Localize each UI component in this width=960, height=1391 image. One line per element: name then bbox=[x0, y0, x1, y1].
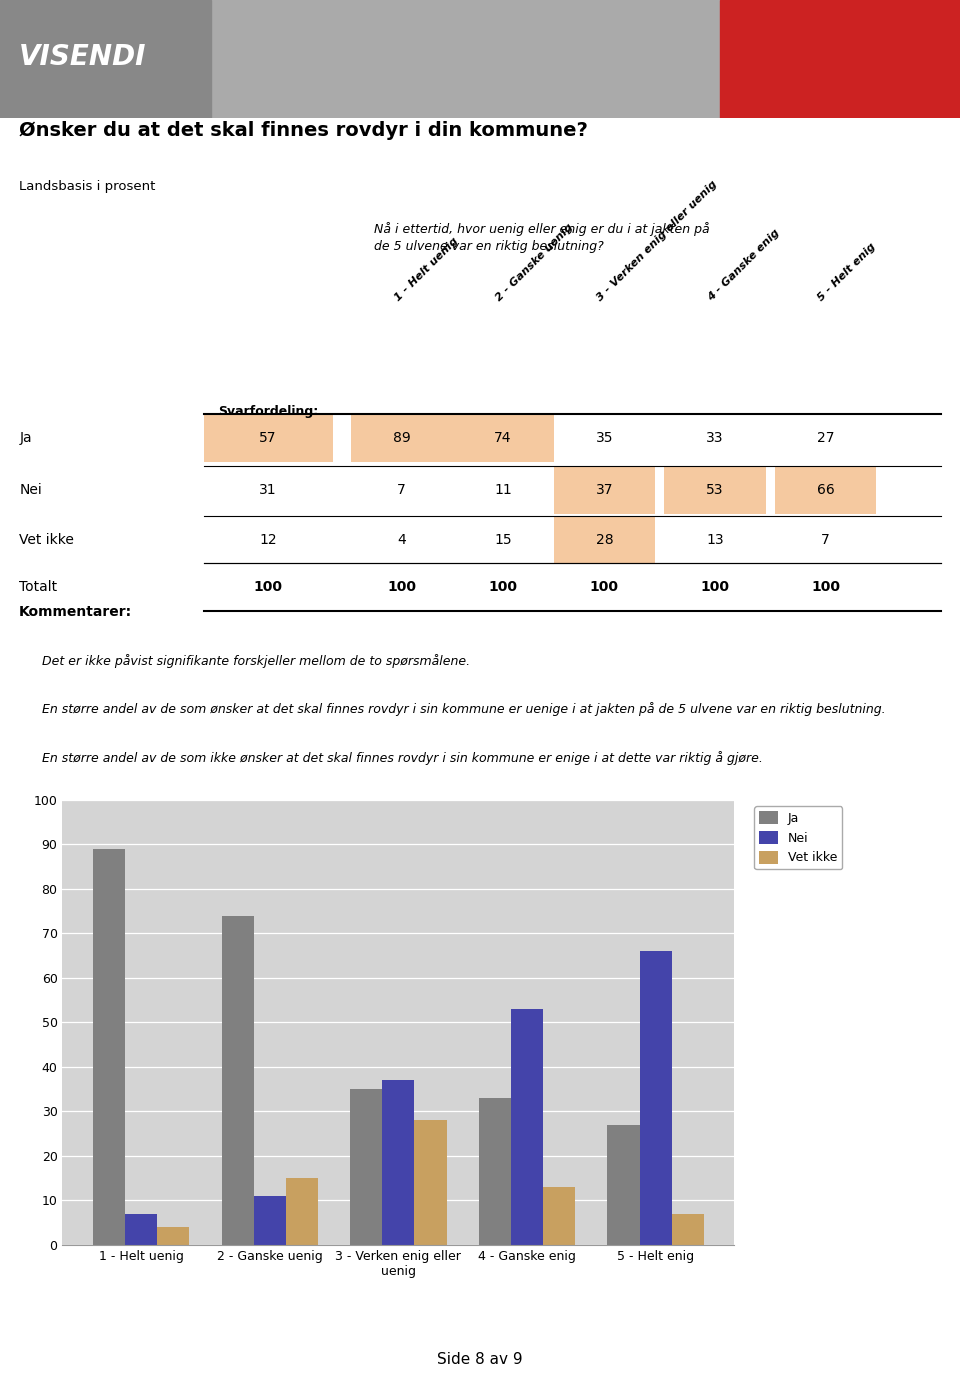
Text: 15: 15 bbox=[494, 533, 512, 547]
Bar bbox=[253, 1196, 286, 1245]
Bar bbox=[672, 1214, 704, 1245]
Text: 11: 11 bbox=[494, 483, 512, 497]
Text: 13: 13 bbox=[707, 533, 724, 547]
Bar bbox=[664, 466, 766, 515]
Bar bbox=[350, 1089, 382, 1245]
Text: Landsbasis i prosent: Landsbasis i prosent bbox=[19, 179, 156, 193]
Text: Ønsker du at det skal finnes rovdyr i din kommune?: Ønsker du at det skal finnes rovdyr i di… bbox=[19, 121, 588, 140]
Text: En større andel av de som ikke ønsker at det skal finnes rovdyr i sin kommune er: En større andel av de som ikke ønsker at… bbox=[42, 751, 763, 765]
Text: 5 - Helt enig: 5 - Helt enig bbox=[816, 242, 878, 303]
Text: 4 - Ganske enig: 4 - Ganske enig bbox=[706, 228, 781, 303]
Text: 37: 37 bbox=[595, 483, 613, 497]
Bar bbox=[93, 849, 125, 1245]
Text: 27: 27 bbox=[817, 431, 834, 445]
Bar bbox=[554, 466, 655, 515]
Text: Det er ikke påvist signifikante forskjeller mellom de to spørsmålene.: Det er ikke påvist signifikante forskjel… bbox=[42, 654, 470, 668]
Text: 57: 57 bbox=[259, 431, 276, 445]
Text: 53: 53 bbox=[707, 483, 724, 497]
Text: 100: 100 bbox=[489, 580, 517, 594]
Text: 12: 12 bbox=[259, 533, 276, 547]
Text: 66: 66 bbox=[817, 483, 834, 497]
Bar bbox=[720, 0, 960, 118]
Bar bbox=[479, 1097, 511, 1245]
Text: Ja: Ja bbox=[19, 431, 32, 445]
Text: Nå i ettertid, hvor uenig eller enig er du i at jakten på
de 5 ulvene var en rik: Nå i ettertid, hvor uenig eller enig er … bbox=[374, 223, 709, 253]
Text: Kommentarer:: Kommentarer: bbox=[19, 605, 132, 619]
Bar bbox=[204, 413, 332, 462]
Text: 1 - Helt uenig: 1 - Helt uenig bbox=[393, 236, 460, 303]
Text: 31: 31 bbox=[259, 483, 276, 497]
Bar bbox=[452, 413, 554, 462]
Bar bbox=[511, 1008, 543, 1245]
Bar bbox=[125, 1214, 157, 1245]
Bar bbox=[286, 1178, 318, 1245]
Text: 100: 100 bbox=[387, 580, 417, 594]
Text: 28: 28 bbox=[595, 533, 613, 547]
Bar bbox=[382, 1081, 415, 1245]
Text: VISENDI: VISENDI bbox=[19, 43, 147, 71]
Bar bbox=[554, 516, 655, 565]
Bar bbox=[222, 915, 253, 1245]
Bar bbox=[415, 1120, 446, 1245]
Text: 100: 100 bbox=[701, 580, 730, 594]
Text: 3 - Verken enig eller uenig: 3 - Verken enig eller uenig bbox=[595, 179, 719, 303]
Bar bbox=[351, 413, 452, 462]
Text: Side 8 av 9: Side 8 av 9 bbox=[437, 1352, 523, 1367]
Bar bbox=[543, 1187, 575, 1245]
Text: 100: 100 bbox=[253, 580, 282, 594]
Text: 33: 33 bbox=[707, 431, 724, 445]
Text: En større andel av de som ønsker at det skal finnes rovdyr i sin kommune er ueni: En større andel av de som ønsker at det … bbox=[42, 702, 886, 716]
Text: 35: 35 bbox=[595, 431, 613, 445]
Text: 2 - Ganske uenig: 2 - Ganske uenig bbox=[493, 223, 575, 303]
Legend: Ja, Nei, Vet ikke: Ja, Nei, Vet ikke bbox=[755, 805, 842, 869]
Bar bbox=[639, 951, 672, 1245]
Bar bbox=[608, 1125, 639, 1245]
Text: Totalt: Totalt bbox=[19, 580, 58, 594]
Text: 7: 7 bbox=[397, 483, 406, 497]
Text: 7: 7 bbox=[821, 533, 830, 547]
Text: Vet ikke: Vet ikke bbox=[19, 533, 74, 547]
Text: 100: 100 bbox=[589, 580, 619, 594]
Bar bbox=[775, 466, 876, 515]
Text: 89: 89 bbox=[393, 431, 411, 445]
Bar bbox=[0, 0, 211, 118]
Text: 4: 4 bbox=[397, 533, 406, 547]
Bar bbox=[157, 1227, 189, 1245]
Text: 74: 74 bbox=[494, 431, 512, 445]
Text: Svarfordeling:: Svarfordeling: bbox=[218, 405, 318, 417]
Text: Nei: Nei bbox=[19, 483, 42, 497]
Text: 100: 100 bbox=[811, 580, 840, 594]
